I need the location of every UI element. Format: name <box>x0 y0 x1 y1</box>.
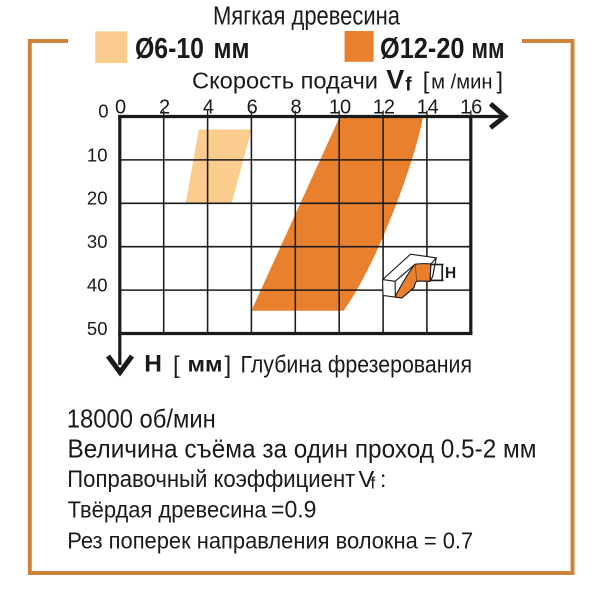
svg-text:Ø6-10: Ø6-10 <box>135 33 204 65</box>
svg-text:H: H <box>445 265 456 282</box>
svg-text:0: 0 <box>115 97 126 119</box>
svg-text:мм: мм <box>472 33 505 65</box>
svg-text:мм: мм <box>214 33 250 65</box>
svg-text:4: 4 <box>203 97 214 119</box>
svg-text:Величина съёма за один проход: Величина съёма за один проход 0.5-2 мм <box>68 434 537 464</box>
svg-text:40: 40 <box>87 275 108 296</box>
svg-text:м /мин: м /мин <box>431 70 493 93</box>
svg-text:8: 8 <box>291 97 302 119</box>
svg-text:10: 10 <box>329 97 351 119</box>
svg-text:30: 30 <box>87 231 108 252</box>
svg-text:f: f <box>405 75 412 96</box>
svg-text:12: 12 <box>373 97 395 119</box>
svg-text:Скорость подачи: Скорость подачи <box>192 67 378 93</box>
svg-text:2: 2 <box>159 97 170 119</box>
svg-text:14: 14 <box>417 97 439 119</box>
svg-text:f: f <box>371 474 376 493</box>
svg-text:Твёрдая древесина: Твёрдая древесина <box>68 497 268 523</box>
svg-text:18000 об/мин: 18000 об/мин <box>67 404 216 434</box>
svg-text:V: V <box>386 64 404 94</box>
svg-text:Глубина фрезерования: Глубина фрезерования <box>241 351 473 378</box>
svg-text:Мягкая древесина: Мягкая древесина <box>213 3 401 31</box>
svg-text:H: H <box>144 351 162 378</box>
svg-text:Рез поперек направления волокн: Рез поперек направления волокна = 0.7 <box>67 527 473 553</box>
svg-text:20: 20 <box>87 188 108 209</box>
svg-text:Ø12-20: Ø12-20 <box>380 33 465 65</box>
svg-text:0: 0 <box>98 101 108 122</box>
svg-text:=0.9: =0.9 <box>271 497 317 524</box>
svg-text:]: ] <box>225 352 232 379</box>
svg-text:10: 10 <box>87 144 108 165</box>
svg-text:[: [ <box>423 67 430 93</box>
svg-text:Поправочный коэффициент: Поправочный коэффициент <box>67 466 355 493</box>
svg-text:V: V <box>359 466 375 492</box>
svg-text:[: [ <box>173 352 180 379</box>
svg-text::: : <box>380 466 386 492</box>
svg-text:6: 6 <box>247 97 258 119</box>
svg-text:16: 16 <box>460 97 482 119</box>
svg-text:]: ] <box>497 67 504 93</box>
svg-text:мм: мм <box>188 354 223 377</box>
svg-text:50: 50 <box>87 318 108 339</box>
